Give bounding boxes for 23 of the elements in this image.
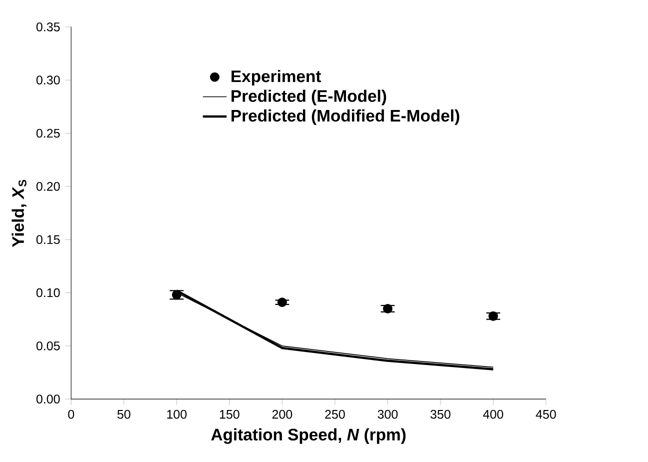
x-tick-label: 300 <box>378 410 398 419</box>
x-tick-label: 100 <box>167 410 187 419</box>
x-tick-label: 0 <box>68 410 74 419</box>
y-tick-label: 0.35 <box>36 22 60 32</box>
x-tick-label: 200 <box>272 410 292 419</box>
x-tick-label: 150 <box>220 410 240 419</box>
x-tick-label: 350 <box>430 410 450 419</box>
y-tick-label: 0.00 <box>36 394 60 404</box>
y-tick-label: 0.05 <box>36 341 60 350</box>
y-tick-label: 0.20 <box>36 182 60 191</box>
legend-label: Experiment <box>232 70 322 86</box>
x-axis-title: Agitation Speed, N (rpm) <box>211 428 406 444</box>
x-tick-label: 250 <box>325 410 345 419</box>
y-tick-label: 0.15 <box>36 235 60 244</box>
legend-label: Predicted (E-Model) <box>232 90 386 106</box>
x-tick-label: 450 <box>536 410 556 419</box>
x-tick-label: 50 <box>117 410 130 419</box>
y-tick-label: 0.10 <box>36 288 60 298</box>
y-tick-label: 0.25 <box>36 128 60 138</box>
y-tick-label: 0.30 <box>36 76 60 84</box>
x-tick-label: 400 <box>483 410 504 419</box>
y-axis-title: Yield, X$_{S}$ <box>12 180 26 247</box>
legend-label: Predicted (Modified E-Model) <box>232 109 460 125</box>
